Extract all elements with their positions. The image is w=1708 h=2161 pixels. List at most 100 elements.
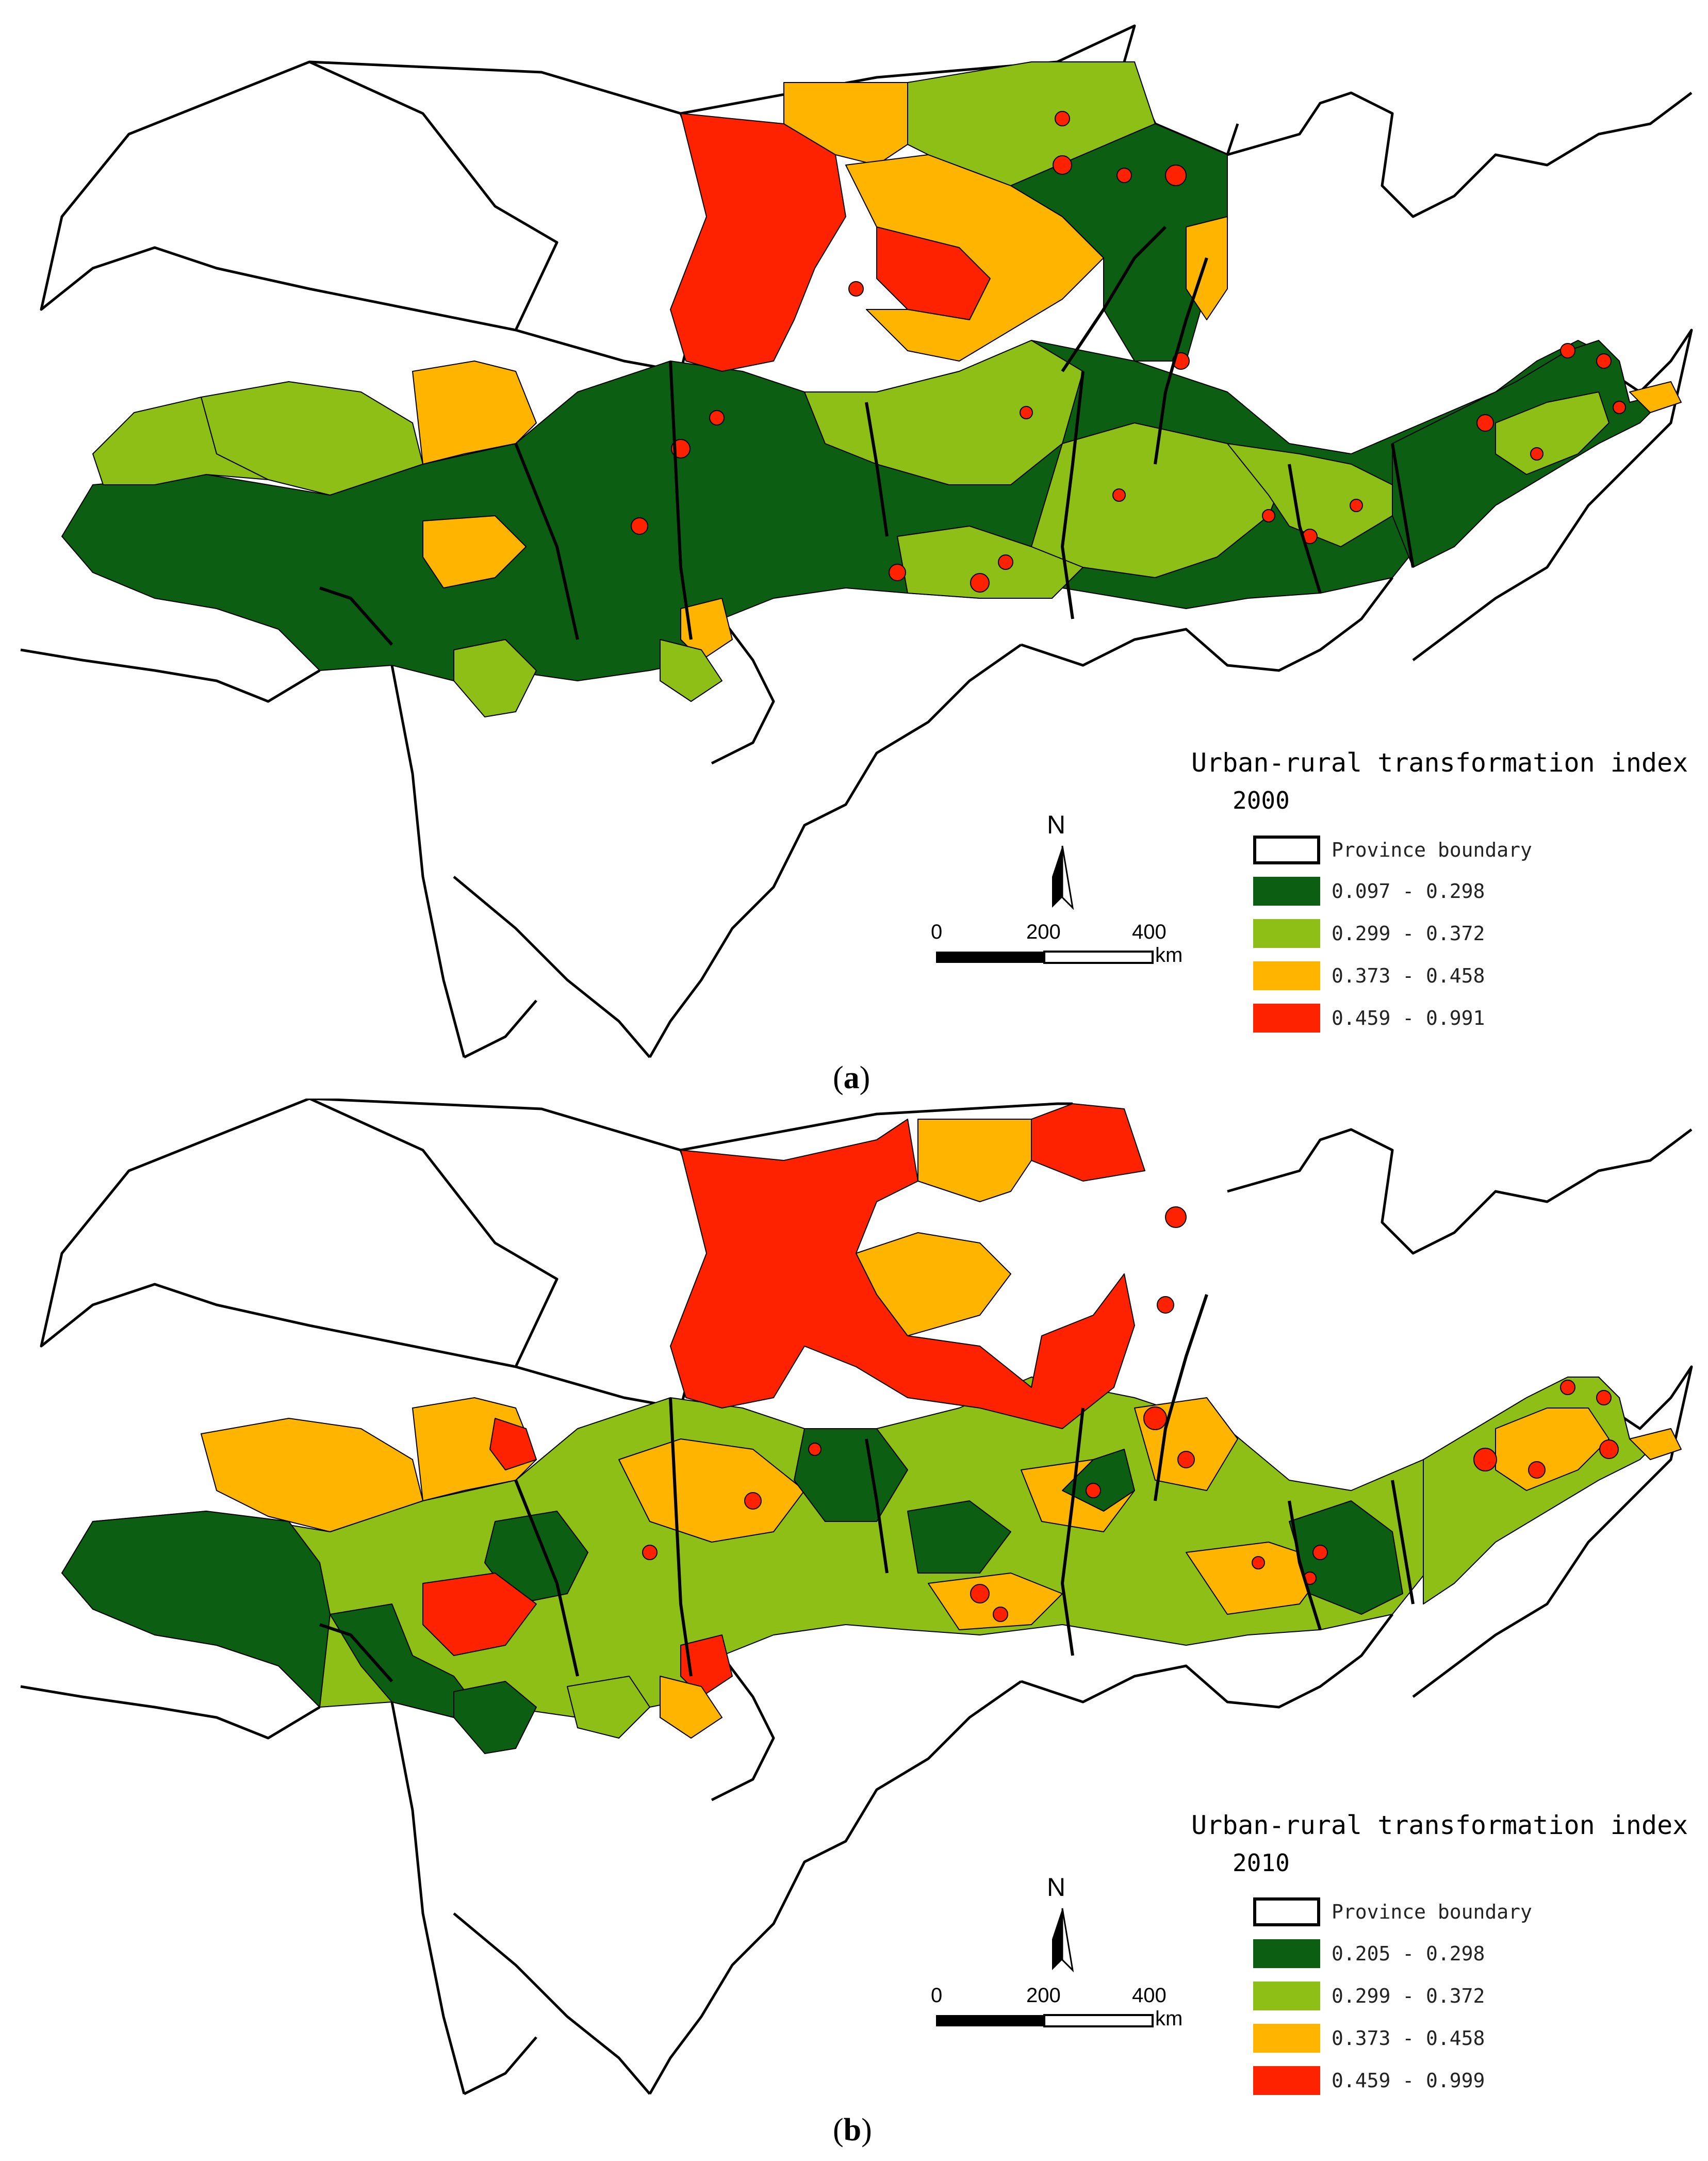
- province-outline-south-2: [711, 1655, 775, 1802]
- legend-year: 2010: [1233, 1849, 1290, 1877]
- hotspot: [808, 1443, 822, 1456]
- legend-item-class-2: 0.299 - 0.372: [1253, 918, 1485, 949]
- province-outline-northwest-2: [308, 1099, 559, 1368]
- hotspot: [970, 573, 990, 593]
- map-panel-2000: Urban-rural transformation index 2000 Pr…: [20, 24, 1693, 1096]
- legend-label-class-4: 0.459 - 0.991: [1332, 1007, 1485, 1029]
- region-south-red: [680, 1634, 733, 1697]
- province-outline-southwest-2: [453, 1912, 651, 2095]
- legend-label-boundary: Province boundary: [1332, 1901, 1532, 1923]
- scale-tick-0: 0: [931, 921, 943, 943]
- region-center-dark: [794, 1428, 908, 1522]
- province-outline-southeast: [1021, 577, 1393, 672]
- hotspot: [1560, 1380, 1575, 1395]
- legend-item-class-1: 0.097 - 0.298: [1253, 875, 1485, 907]
- hotspot: [1262, 509, 1275, 522]
- hotspot: [1157, 1296, 1174, 1314]
- province-outline-southwest: [20, 648, 466, 1058]
- hotspot: [709, 410, 725, 425]
- scale-tick-0: 0: [931, 1984, 943, 2007]
- legend-swatch-class-1: [1253, 877, 1320, 906]
- legend-item-class-1: 0.205 - 0.298: [1253, 1938, 1485, 1970]
- hotspot: [1177, 1451, 1195, 1468]
- legend-item-class-4: 0.459 - 0.999: [1253, 2065, 1485, 2097]
- panel-label-close: ): [861, 2113, 872, 2148]
- region-south-dark: [453, 1681, 537, 1754]
- scale-unit: km: [1155, 2007, 1183, 2030]
- north-label: N: [1047, 1873, 1066, 1902]
- legend-title: Urban-rural transformation index: [1191, 1810, 1688, 1840]
- hotspot: [970, 1584, 990, 1603]
- scale-bar: [936, 2014, 1154, 2027]
- province-boundary-inner: [319, 225, 1415, 646]
- hotspot: [1053, 155, 1072, 175]
- scale-tick-200: 200: [1026, 1984, 1061, 2007]
- legend-swatch-class-3: [1253, 961, 1320, 990]
- scale-bar: [936, 951, 1154, 964]
- province-outline-south: [648, 1680, 1022, 2095]
- hotspot: [1165, 1206, 1187, 1228]
- province-boundaries-inner: [319, 1294, 1415, 1682]
- panel-label-open: (: [833, 2113, 844, 2148]
- legend-swatch-class-4: [1253, 1004, 1320, 1033]
- region-west-far-light: [92, 397, 269, 485]
- region-center-dark-2: [907, 1500, 1011, 1574]
- region-north-orange: [917, 1119, 1032, 1202]
- hotspot: [1528, 1461, 1546, 1479]
- panel-label-close: ): [859, 1060, 871, 1095]
- panel-label-a: (a): [833, 1060, 870, 1096]
- region-east-orange-3: [928, 1573, 1063, 1630]
- hotspot: [1476, 414, 1494, 432]
- hotspot: [1613, 401, 1626, 414]
- hotspot: [1020, 406, 1033, 419]
- legend-swatch-class-2: [1253, 1982, 1320, 2010]
- hotspot: [631, 517, 648, 535]
- hotspot: [1252, 1556, 1265, 1569]
- province-boundary-inner: [319, 1294, 1415, 1682]
- legend-item-boundary: Province boundary: [1253, 834, 1532, 866]
- province-boundaries-inner: [319, 225, 1415, 646]
- legend-label-class-2: 0.299 - 0.372: [1332, 922, 1485, 945]
- hotspot: [1143, 1406, 1167, 1430]
- map-panel-2010: Urban-rural transformation index 2010 Pr…: [0, 1099, 1708, 2161]
- legend-swatch-boundary: [1253, 836, 1320, 864]
- region-west-red: [422, 1573, 537, 1656]
- region-west-orange: [412, 361, 537, 465]
- scale-tick-200: 200: [1026, 921, 1061, 943]
- hotspot: [642, 1545, 658, 1560]
- hotspot: [1560, 343, 1575, 358]
- legend-swatch-class-4: [1253, 2066, 1320, 2095]
- region-south-light-3: [660, 639, 722, 702]
- legend-item-class-3: 0.373 - 0.458: [1253, 960, 1485, 992]
- region-center-orange: [618, 1438, 805, 1543]
- province-outline-northwest-2: [308, 60, 559, 331]
- region-south-light: [567, 1676, 650, 1739]
- choropleth-map-2000: [20, 24, 1693, 1059]
- north-arrow-icon: [1052, 845, 1074, 910]
- hotspot: [1596, 353, 1612, 369]
- hotspots-2010: [642, 1206, 1619, 1622]
- hotspot: [1055, 111, 1070, 126]
- legend-item-class-2: 0.299 - 0.372: [1253, 1980, 1485, 2012]
- legend-label-boundary: Province boundary: [1332, 839, 1532, 861]
- legend-label-class-3: 0.373 - 0.458: [1332, 964, 1485, 987]
- hotspot: [1165, 165, 1187, 186]
- legend-label-class-3: 0.373 - 0.458: [1332, 2027, 1485, 2050]
- hotspot: [1112, 488, 1126, 502]
- legend-label-class-2: 0.299 - 0.372: [1332, 1985, 1485, 2007]
- region-north-orange-2: [856, 1232, 1011, 1336]
- region-east-light-2: [1227, 443, 1393, 547]
- region-east-dark-2: [1062, 1449, 1135, 1512]
- province-outline-south-2: [711, 618, 775, 765]
- province-outline-east: [1227, 91, 1693, 218]
- hotspot: [1596, 1390, 1612, 1405]
- scale-unit: km: [1155, 944, 1183, 967]
- region-north-red: [670, 1119, 1135, 1429]
- hotspot: [1530, 447, 1543, 461]
- region-west-dark-3: [484, 1511, 588, 1605]
- panel-label-b: (b): [833, 2112, 872, 2149]
- hotspot: [1312, 1545, 1328, 1560]
- region-north-red: [670, 113, 846, 372]
- legend-year: 2000: [1233, 787, 1290, 814]
- region-peninsula-light: [1495, 391, 1610, 475]
